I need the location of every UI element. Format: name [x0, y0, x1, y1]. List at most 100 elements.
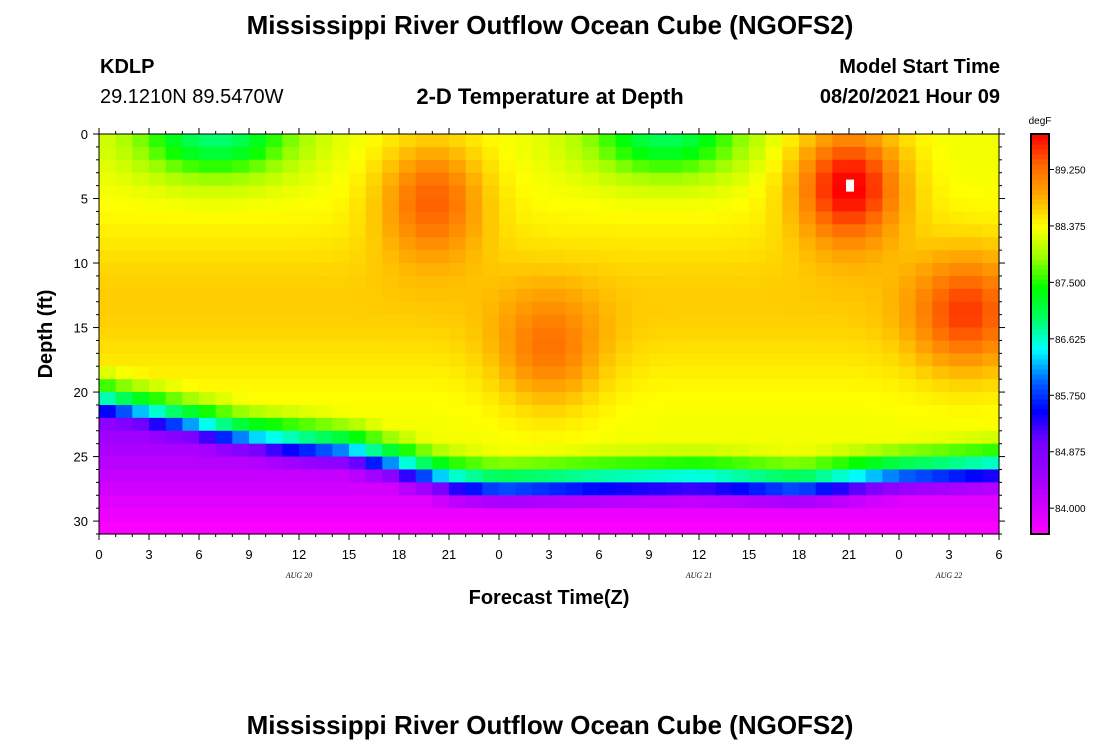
heatmap-cell — [915, 185, 933, 200]
colorbar-segment — [1031, 259, 1049, 265]
heatmap-cell — [865, 301, 883, 316]
heatmap-cell — [115, 456, 133, 471]
heatmap-cell — [332, 392, 350, 406]
heatmap-cell — [199, 417, 217, 432]
heatmap-cell — [615, 327, 633, 342]
heatmap-cell — [665, 211, 683, 225]
heatmap-cell — [832, 482, 850, 496]
heatmap-cell — [582, 275, 600, 290]
heatmap-cell — [715, 314, 733, 329]
heatmap-cell — [915, 172, 933, 187]
heatmap-cell — [315, 366, 333, 380]
heatmap-cell — [932, 237, 950, 251]
heatmap-cell — [865, 172, 883, 187]
heatmap-cell — [99, 482, 117, 496]
heatmap-cell — [515, 211, 533, 225]
heatmap-cell — [899, 482, 917, 496]
heatmap-cell — [232, 159, 250, 174]
heatmap-cell — [882, 250, 900, 264]
colorbar-segment — [1031, 474, 1049, 480]
heatmap-cell — [599, 430, 617, 445]
heatmap-cell — [715, 263, 733, 277]
heatmap-cell — [265, 379, 283, 393]
heatmap-cell — [182, 211, 200, 225]
heatmap-cell — [532, 288, 550, 303]
heatmap-cell — [215, 469, 233, 483]
heatmap-cell — [682, 288, 700, 303]
colorbar-segment — [1031, 459, 1049, 465]
heatmap-cell — [965, 172, 983, 187]
colorbar-segment — [1031, 354, 1049, 360]
heatmap-cell — [215, 404, 233, 419]
heatmap-cell — [632, 482, 650, 496]
heatmap-cell — [332, 224, 350, 238]
heatmap-cell — [332, 198, 350, 213]
heatmap-cell — [315, 392, 333, 406]
heatmap-cell — [765, 250, 783, 264]
heatmap-cell — [849, 469, 867, 483]
heatmap-cell — [732, 275, 750, 290]
heatmap-cell — [565, 146, 583, 161]
heatmap-cell — [132, 198, 150, 213]
heatmap-cell — [115, 340, 133, 354]
heatmap-cell — [365, 314, 383, 329]
heatmap-cell — [932, 224, 950, 238]
heatmap-cell — [282, 327, 300, 342]
heatmap-cell — [99, 469, 117, 483]
heatmap-cell — [532, 366, 550, 380]
heatmap-cell — [932, 430, 950, 445]
heatmap-cell — [265, 482, 283, 496]
heatmap-cell — [965, 340, 983, 354]
heatmap-cell — [332, 495, 350, 509]
heatmap-cell — [315, 456, 333, 471]
heatmap-cell — [165, 508, 183, 522]
heatmap-cell — [782, 314, 800, 329]
colorbar-segment — [1031, 519, 1049, 525]
heatmap-cell — [632, 314, 650, 329]
heatmap-cell — [299, 159, 317, 174]
heatmap-cell — [832, 301, 850, 316]
heatmap-cell — [432, 263, 450, 277]
heatmap-cell — [299, 379, 317, 393]
heatmap-cell — [732, 482, 750, 496]
heatmap-cell — [832, 275, 850, 290]
heatmap-cell — [549, 392, 567, 406]
heatmap-cell — [115, 263, 133, 277]
heatmap-cell — [265, 366, 283, 380]
heatmap-cell — [432, 172, 450, 187]
heatmap-cell — [565, 301, 583, 316]
heatmap-cell — [432, 134, 450, 148]
heatmap-cell — [365, 430, 383, 445]
heatmap-cell — [365, 379, 383, 393]
heatmap-cell — [782, 263, 800, 277]
heatmap-cell — [465, 495, 483, 509]
heatmap-cell — [899, 456, 917, 471]
heatmap-cell — [749, 430, 767, 445]
heatmap-cell — [765, 456, 783, 471]
heatmap-cell — [665, 327, 683, 342]
heatmap-cell — [315, 482, 333, 496]
heatmap-cell — [515, 495, 533, 509]
heatmap-cell — [932, 366, 950, 380]
heatmap-cell — [499, 417, 517, 432]
heatmap-cell — [165, 521, 183, 535]
heatmap-cell — [782, 172, 800, 187]
heatmap-cell — [449, 146, 467, 161]
colorbar-segment — [1031, 279, 1049, 285]
heatmap-cell — [465, 469, 483, 483]
heatmap-cell — [282, 379, 300, 393]
heatmap-cell — [332, 288, 350, 303]
heatmap-cell — [532, 417, 550, 432]
heatmap-cell — [732, 314, 750, 329]
heatmap-cell — [982, 159, 1000, 174]
heatmap-cell — [615, 301, 633, 316]
heatmap-cell — [399, 237, 417, 251]
heatmap-cell — [132, 263, 150, 277]
x-tick-label: 3 — [945, 547, 952, 562]
heatmap-cell — [299, 353, 317, 367]
heatmap-cell — [449, 327, 467, 342]
heatmap-cell — [782, 469, 800, 483]
heatmap-cell — [615, 495, 633, 509]
heatmap-cell — [899, 185, 917, 200]
heatmap-cell — [232, 185, 250, 200]
